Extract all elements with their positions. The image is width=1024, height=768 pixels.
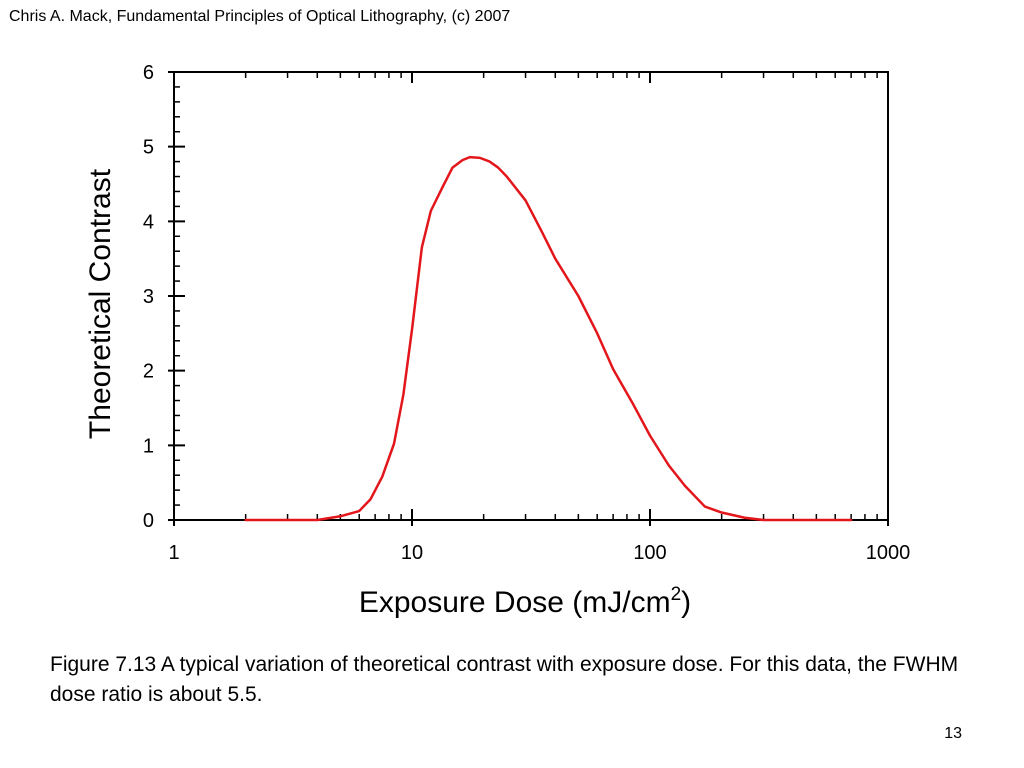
x-tick-label: 1000 [866, 542, 911, 564]
series-layer [244, 155, 853, 522]
slide-header: Chris A. Mack, Fundamental Principles of… [9, 8, 511, 25]
y-tick-label: 4 [143, 211, 154, 233]
y-tick-label: 3 [143, 286, 154, 308]
y-axis-title: Theoretical Contrast [84, 168, 117, 439]
y-tick-label: 2 [143, 361, 154, 383]
x-tick-label: 10 [401, 542, 423, 564]
minor-ticks [174, 72, 878, 520]
x-tick-label: 100 [633, 542, 666, 564]
x-axis-title-superscript: 2 [671, 584, 682, 605]
plot-frame [173, 71, 889, 521]
x-axis-title-main: Exposure Dose (mJ/cm [359, 586, 671, 619]
contrast-curve-line [244, 155, 853, 522]
y-tick-label: 6 [143, 62, 154, 84]
y-tick-label: 5 [143, 137, 154, 159]
page-number: 13 [944, 725, 962, 742]
y-tick-label: 0 [143, 510, 154, 532]
x-axis-title: Exposure Dose (mJ/cm2) [359, 584, 691, 619]
y-tick-label: 1 [143, 435, 154, 457]
major-ticks [168, 71, 889, 526]
x-axis-title-end: ) [681, 586, 691, 619]
figure-caption: Figure 7.13 A typical variation of theor… [50, 653, 959, 706]
x-tick-label: 1 [168, 542, 179, 564]
